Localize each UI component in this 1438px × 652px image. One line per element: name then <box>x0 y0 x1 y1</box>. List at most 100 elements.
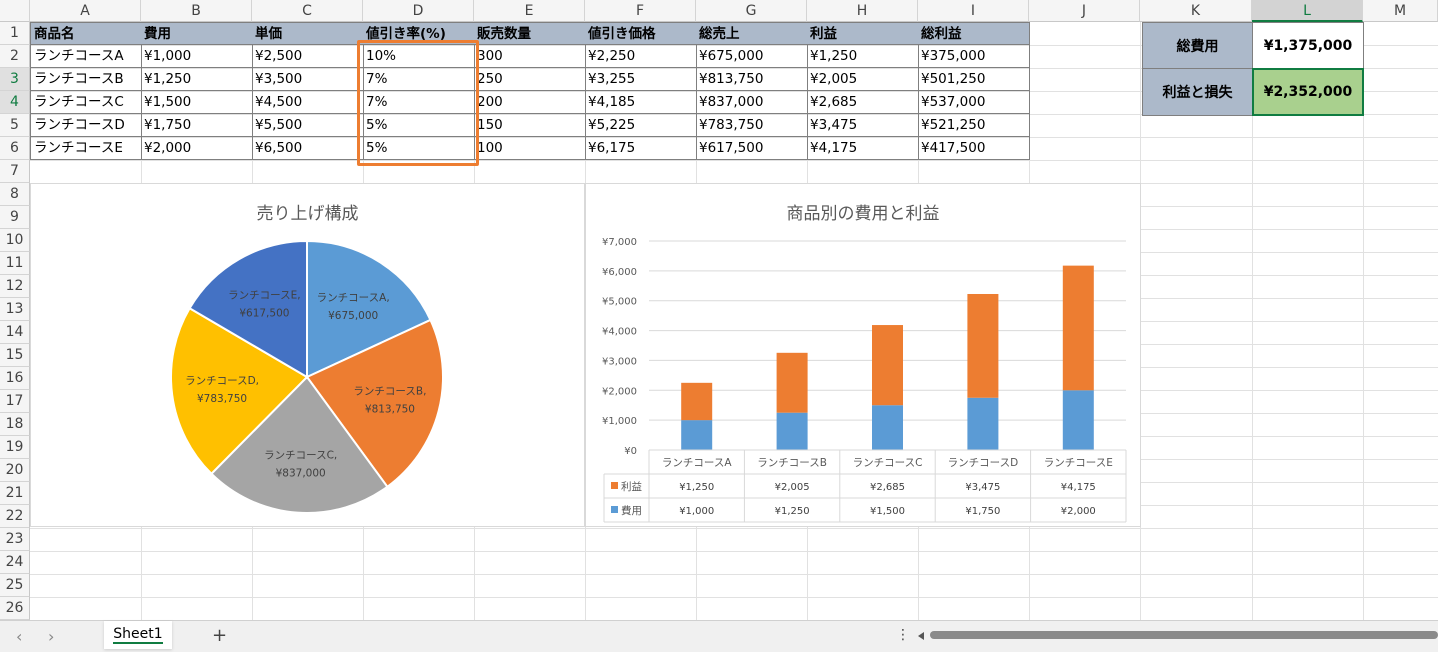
table-cell[interactable]: ¥521,250 <box>918 114 1030 137</box>
table-cell[interactable]: 7% <box>363 91 475 114</box>
table-cell[interactable]: 5% <box>363 137 475 160</box>
row-header-5[interactable]: 5 <box>0 114 30 137</box>
bar-chart[interactable]: 商品別の費用と利益 ¥0 ¥1,000 ¥2,000 ¥3,000 ¥4,000 ¥5,0… <box>585 183 1141 527</box>
table-cell[interactable]: ¥501,250 <box>918 68 1030 91</box>
table-header-cell[interactable]: 総売上 <box>696 22 808 45</box>
column-header-c[interactable]: C <box>252 0 363 22</box>
row-header-26[interactable]: 26 <box>0 597 30 620</box>
row-header-25[interactable]: 25 <box>0 574 30 597</box>
total-cost-label[interactable]: 総費用 <box>1142 22 1253 69</box>
pie-slice-2[interactable] <box>210 375 389 514</box>
column-header-k[interactable]: K <box>1140 0 1252 22</box>
table-cell[interactable]: 100 <box>474 137 586 160</box>
table-cell[interactable]: ¥2,000 <box>141 137 253 160</box>
table-cell[interactable]: ¥4,185 <box>585 91 697 114</box>
pie-slice-0[interactable] <box>306 239 432 379</box>
table-cell[interactable]: ¥375,000 <box>918 45 1030 68</box>
profit-loss-label[interactable]: 利益と損失 <box>1142 68 1253 116</box>
table-cell[interactable]: ¥1,250 <box>807 45 919 68</box>
table-cell[interactable]: 300 <box>474 45 586 68</box>
table-cell[interactable]: 250 <box>474 68 586 91</box>
table-cell[interactable]: ¥783,750 <box>696 114 808 137</box>
table-header-cell[interactable]: 値引き率(%) <box>363 22 475 45</box>
column-header-e[interactable]: E <box>474 0 585 22</box>
table-header-cell[interactable]: 単価 <box>252 22 364 45</box>
table-cell[interactable]: 5% <box>363 114 475 137</box>
table-cell[interactable]: ¥617,500 <box>696 137 808 160</box>
table-cell[interactable]: ¥1,000 <box>141 45 253 68</box>
column-header-l[interactable]: L <box>1252 0 1363 22</box>
table-cell[interactable]: ¥3,500 <box>252 68 364 91</box>
column-header-m[interactable]: M <box>1363 0 1438 22</box>
sheet-tab-sheet1[interactable]: Sheet1 <box>104 621 172 649</box>
column-header-j[interactable]: J <box>1029 0 1140 22</box>
row-header-2[interactable]: 2 <box>0 45 30 68</box>
table-cell[interactable]: 200 <box>474 91 586 114</box>
column-header-i[interactable]: I <box>918 0 1029 22</box>
scrollbar-thumb[interactable] <box>930 631 1438 639</box>
table-cell[interactable]: ランチコースE <box>30 137 142 160</box>
table-cell[interactable]: ¥2,250 <box>585 45 697 68</box>
row-header-14[interactable]: 14 <box>0 321 30 344</box>
table-header-cell[interactable]: 費用 <box>141 22 253 45</box>
pie-chart[interactable]: 売り上げ構成 ランチコースA, ¥675,000 ランチコースB, ¥813,750 ラ… <box>30 183 585 527</box>
table-header-cell[interactable]: 商品名 <box>30 22 142 45</box>
row-header-13[interactable]: 13 <box>0 298 30 321</box>
row-header-4[interactable]: 4 <box>0 91 30 114</box>
table-cell[interactable]: ¥2,685 <box>807 91 919 114</box>
row-header-12[interactable]: 12 <box>0 275 30 298</box>
table-cell[interactable]: ¥537,000 <box>918 91 1030 114</box>
table-cell[interactable]: ランチコースC <box>30 91 142 114</box>
table-cell[interactable]: ¥837,000 <box>696 91 808 114</box>
horizontal-scrollbar[interactable] <box>918 630 1438 642</box>
row-header-21[interactable]: 21 <box>0 482 30 505</box>
table-cell[interactable]: ¥4,500 <box>252 91 364 114</box>
select-all-corner[interactable] <box>0 0 30 22</box>
table-cell[interactable]: ¥675,000 <box>696 45 808 68</box>
column-header-g[interactable]: G <box>696 0 807 22</box>
table-cell[interactable]: 7% <box>363 68 475 91</box>
row-header-9[interactable]: 9 <box>0 206 30 229</box>
table-cell[interactable]: ¥3,475 <box>807 114 919 137</box>
table-header-cell[interactable]: 値引き価格 <box>585 22 697 45</box>
row-header-20[interactable]: 20 <box>0 459 30 482</box>
table-cell[interactable]: ¥1,750 <box>141 114 253 137</box>
row-header-1[interactable]: 1 <box>0 22 30 45</box>
pie-slice-3[interactable] <box>170 306 309 476</box>
row-header-24[interactable]: 24 <box>0 551 30 574</box>
table-cell[interactable]: ¥3,255 <box>585 68 697 91</box>
table-cell[interactable]: ¥1,500 <box>141 91 253 114</box>
scroll-left-icon[interactable] <box>918 632 924 640</box>
next-sheet-button[interactable]: › <box>48 627 55 646</box>
row-header-18[interactable]: 18 <box>0 413 30 436</box>
table-cell[interactable]: ¥2,005 <box>807 68 919 91</box>
table-cell[interactable]: ¥1,250 <box>141 68 253 91</box>
total-cost-value[interactable]: ¥1,375,000 <box>1252 22 1364 69</box>
pie-slice-1[interactable] <box>305 318 444 489</box>
table-header-cell[interactable]: 総利益 <box>918 22 1030 45</box>
table-cell[interactable]: ランチコースB <box>30 68 142 91</box>
column-header-h[interactable]: H <box>807 0 918 22</box>
row-header-23[interactable]: 23 <box>0 528 30 551</box>
row-header-19[interactable]: 19 <box>0 436 30 459</box>
row-header-3[interactable]: 3 <box>0 68 30 91</box>
table-header-cell[interactable]: 販売数量 <box>474 22 586 45</box>
table-cell[interactable]: ¥5,225 <box>585 114 697 137</box>
column-header-f[interactable]: F <box>585 0 696 22</box>
more-options-icon[interactable]: ⋮ <box>896 627 910 643</box>
row-header-16[interactable]: 16 <box>0 367 30 390</box>
prev-sheet-button[interactable]: ‹ <box>16 627 23 646</box>
column-header-a[interactable]: A <box>30 0 141 22</box>
row-header-15[interactable]: 15 <box>0 344 30 367</box>
table-cell[interactable]: ランチコースD <box>30 114 142 137</box>
profit-loss-value[interactable]: ¥2,352,000 <box>1252 68 1364 116</box>
table-cell[interactable]: 10% <box>363 45 475 68</box>
table-cell[interactable]: ランチコースA <box>30 45 142 68</box>
table-cell[interactable]: ¥417,500 <box>918 137 1030 160</box>
row-header-22[interactable]: 22 <box>0 505 30 528</box>
table-header-cell[interactable]: 利益 <box>807 22 919 45</box>
add-sheet-button[interactable]: + <box>212 625 228 646</box>
column-header-b[interactable]: B <box>141 0 252 22</box>
table-cell[interactable]: ¥6,175 <box>585 137 697 160</box>
